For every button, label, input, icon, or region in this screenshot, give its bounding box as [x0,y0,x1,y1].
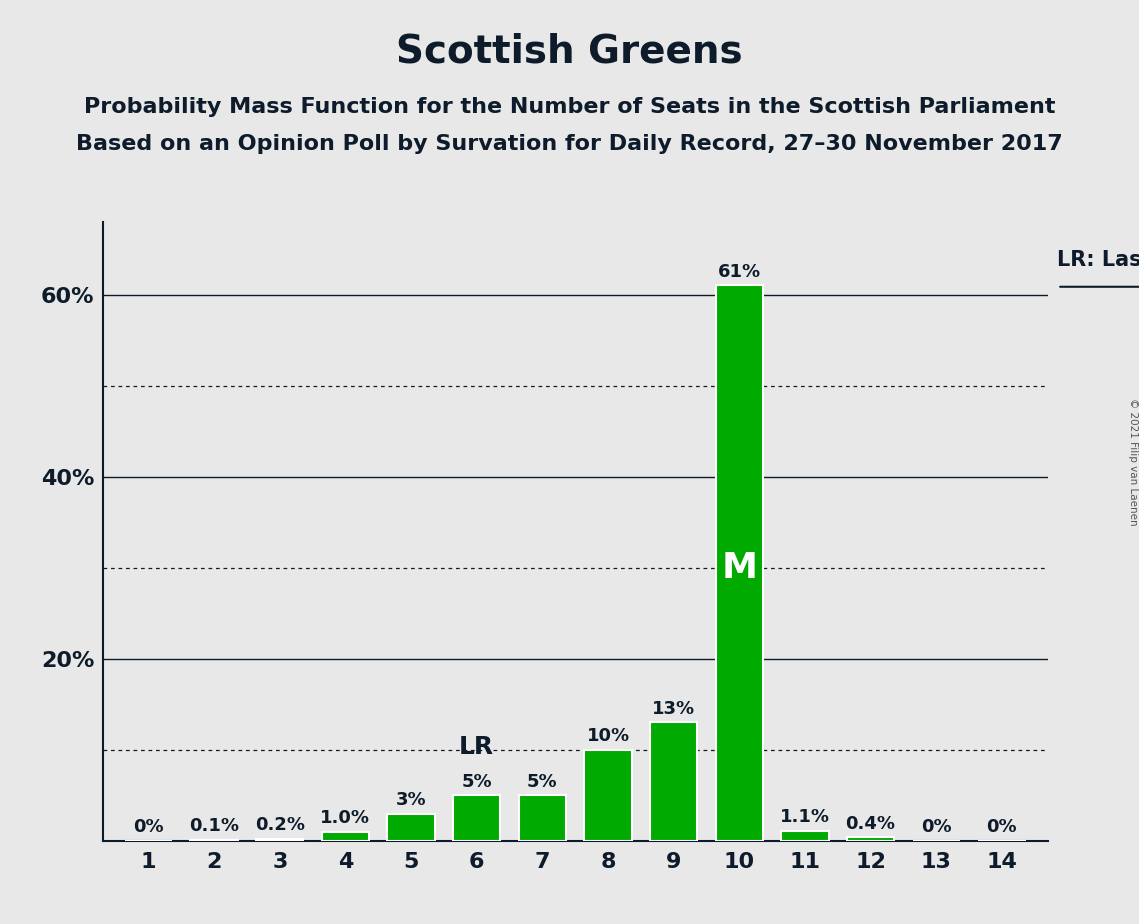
Text: 0.4%: 0.4% [845,815,895,833]
Text: 0.1%: 0.1% [189,818,239,835]
Text: Probability Mass Function for the Number of Seats in the Scottish Parliament: Probability Mass Function for the Number… [84,97,1055,117]
Text: 1.1%: 1.1% [780,808,830,826]
Text: 61%: 61% [718,263,761,281]
Bar [518,796,566,841]
Text: 0%: 0% [921,819,951,836]
Text: M: M [721,551,757,585]
Bar [256,839,303,841]
Text: © 2021 Filip van Laenen: © 2021 Filip van Laenen [1129,398,1138,526]
Text: 3%: 3% [395,791,426,809]
Text: 5%: 5% [461,772,492,791]
Bar [781,831,828,841]
Bar [650,723,697,841]
Text: 0.2%: 0.2% [255,817,305,834]
Text: 5%: 5% [527,772,558,791]
Text: LR: Last Result: LR: Last Result [1057,249,1139,270]
Text: 13%: 13% [653,700,695,718]
Bar [847,837,894,841]
Text: 10%: 10% [587,727,630,746]
Text: LR: LR [459,735,494,759]
Text: 0%: 0% [986,819,1017,836]
Text: Based on an Opinion Poll by Survation for Daily Record, 27–30 November 2017: Based on an Opinion Poll by Survation fo… [76,134,1063,154]
Bar [322,832,369,841]
Text: 0%: 0% [133,819,164,836]
Bar [715,286,763,841]
Bar [453,796,500,841]
Text: 1.0%: 1.0% [320,809,370,827]
Bar [387,813,435,841]
Text: Scottish Greens: Scottish Greens [396,32,743,70]
Bar [584,749,632,841]
